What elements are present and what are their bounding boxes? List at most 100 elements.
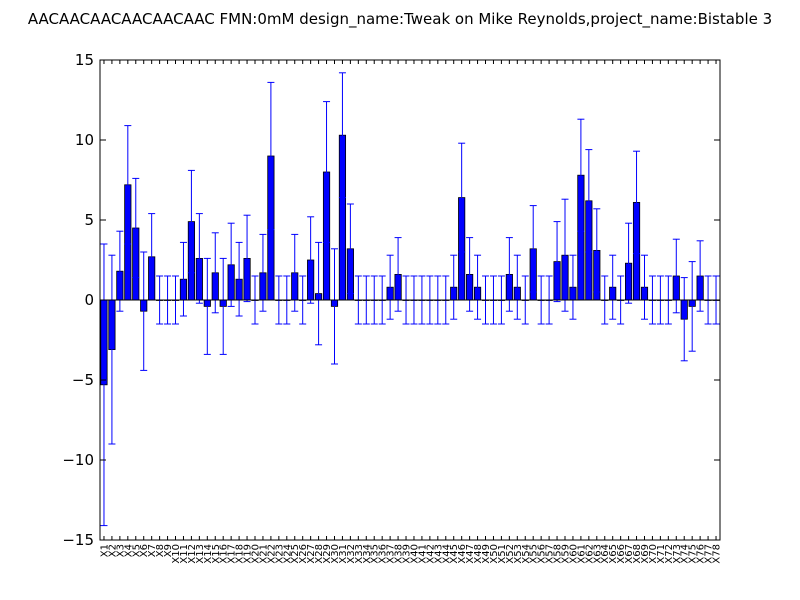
xtick-label: X77	[704, 544, 715, 564]
xtick-label: X19	[243, 544, 254, 564]
xtick-label: X7	[147, 544, 158, 557]
xtick-label: X32	[346, 544, 357, 564]
xtick-label: X48	[473, 544, 484, 564]
xtick-label: X4	[123, 544, 134, 557]
errorbar-x3	[116, 230, 124, 312]
ytick-label: 15	[75, 51, 94, 69]
xtick-label: X45	[449, 544, 460, 564]
ytick-label: −15	[62, 531, 94, 549]
errorbar-x32	[346, 203, 354, 295]
xtick-label: X71	[656, 544, 667, 564]
errorbar-x45	[450, 254, 458, 320]
xtick-label: X28	[314, 544, 325, 564]
errorbar-x22	[267, 81, 275, 231]
errorbar-x17	[227, 222, 235, 307]
xtick-label: X9	[163, 544, 174, 557]
errorbar-x60	[569, 254, 577, 320]
xtick-label: X55	[529, 544, 540, 564]
xtick-label: X12	[187, 544, 198, 564]
errorbar-x73	[672, 238, 680, 314]
xtick-label: X33	[354, 544, 365, 564]
xtick-label: X47	[465, 544, 476, 564]
errorbar-x5	[132, 177, 140, 279]
xtick-label: X42	[425, 544, 436, 564]
xtick-label: X68	[632, 544, 643, 564]
xtick-label: X59	[561, 544, 572, 564]
errorbar-x2	[108, 254, 116, 445]
errorbar-x31	[338, 72, 346, 199]
xtick-label: X31	[338, 544, 349, 564]
errorbar-x21	[259, 233, 267, 312]
xtick-label: X30	[330, 544, 341, 564]
xtick-label: X50	[489, 544, 500, 564]
errorbar-x55	[529, 205, 537, 293]
errorbar-x61	[577, 118, 585, 232]
xtick-label: X2	[107, 544, 118, 557]
xtick-label: X66	[616, 544, 627, 564]
errorbar-x52	[505, 237, 513, 312]
xtick-label: X27	[306, 544, 317, 564]
xtick-label: X52	[505, 544, 516, 564]
xtick-label: X36	[378, 544, 389, 564]
errorbar-x48	[474, 254, 482, 320]
xtick-label: X1	[99, 544, 110, 557]
errorbar-x47	[466, 237, 474, 312]
xtick-label: X53	[513, 544, 524, 564]
xtick-label: X35	[370, 544, 381, 564]
errorbar-x29	[323, 101, 331, 243]
errorbar-x14	[203, 257, 211, 355]
xtick-label: X24	[282, 544, 293, 564]
errorbar-x25	[291, 233, 299, 312]
xtick-label: X57	[545, 544, 556, 564]
xtick-label: X17	[227, 544, 238, 564]
errorbar-x59	[561, 198, 569, 312]
xtick-label: X13	[195, 544, 206, 564]
errorbar-x18	[235, 241, 243, 317]
xtick-label: X11	[179, 544, 190, 564]
ytick-label: 10	[75, 131, 94, 149]
xtick-label: X46	[457, 544, 468, 564]
xtick-label: X49	[481, 544, 492, 564]
xtick-label: X75	[688, 544, 699, 564]
xtick-label: X54	[521, 544, 532, 564]
y-axis: −15 −10 −5 0 5 10 15	[62, 51, 720, 549]
errorbar-x37	[386, 254, 394, 320]
xtick-label: X18	[235, 544, 246, 564]
xtick-label: X72	[664, 544, 675, 564]
ytick-label: −10	[62, 451, 94, 469]
xtick-label: X69	[640, 544, 651, 564]
errorbar-x68	[633, 150, 641, 255]
xtick-label: X61	[576, 544, 587, 564]
xtick-label: X26	[298, 544, 309, 564]
errorbar-x38	[394, 237, 402, 312]
xtick-label: X63	[592, 544, 603, 564]
xtick-label: X74	[680, 544, 691, 564]
xtick-label: X56	[537, 544, 548, 564]
xtick-label: X64	[600, 544, 611, 564]
errorbar-x6	[140, 251, 148, 371]
errorbar-x15	[211, 232, 219, 314]
errorbar-x58	[553, 221, 561, 303]
errorbar-x27	[307, 216, 315, 304]
x-axis: X1X2X3X4X5X6X7X8X9X10X11X12X13X14X15X16X…	[99, 60, 723, 564]
xtick-label: X38	[394, 544, 405, 564]
errorbar-x19	[243, 214, 251, 303]
errorbar-x12	[187, 169, 195, 274]
xtick-label: X15	[211, 544, 222, 564]
xtick-label: X60	[568, 544, 579, 564]
xtick-label: X58	[553, 544, 564, 564]
xtick-label: X37	[386, 544, 397, 564]
xtick-label: X65	[608, 544, 619, 564]
xtick-label: X34	[362, 544, 373, 564]
errorbar-x4	[124, 125, 132, 245]
bars-group	[100, 134, 720, 386]
errorbar-x28	[315, 241, 323, 346]
errorbar-x16	[219, 257, 227, 355]
errorbar-x46	[458, 142, 466, 253]
ytick-label: −5	[72, 371, 94, 389]
errorbar-x67	[625, 222, 633, 304]
errorbar-x1	[100, 243, 108, 527]
xtick-label: X41	[417, 544, 428, 564]
errorbar-x75	[688, 261, 696, 352]
xtick-label: X62	[584, 544, 595, 564]
